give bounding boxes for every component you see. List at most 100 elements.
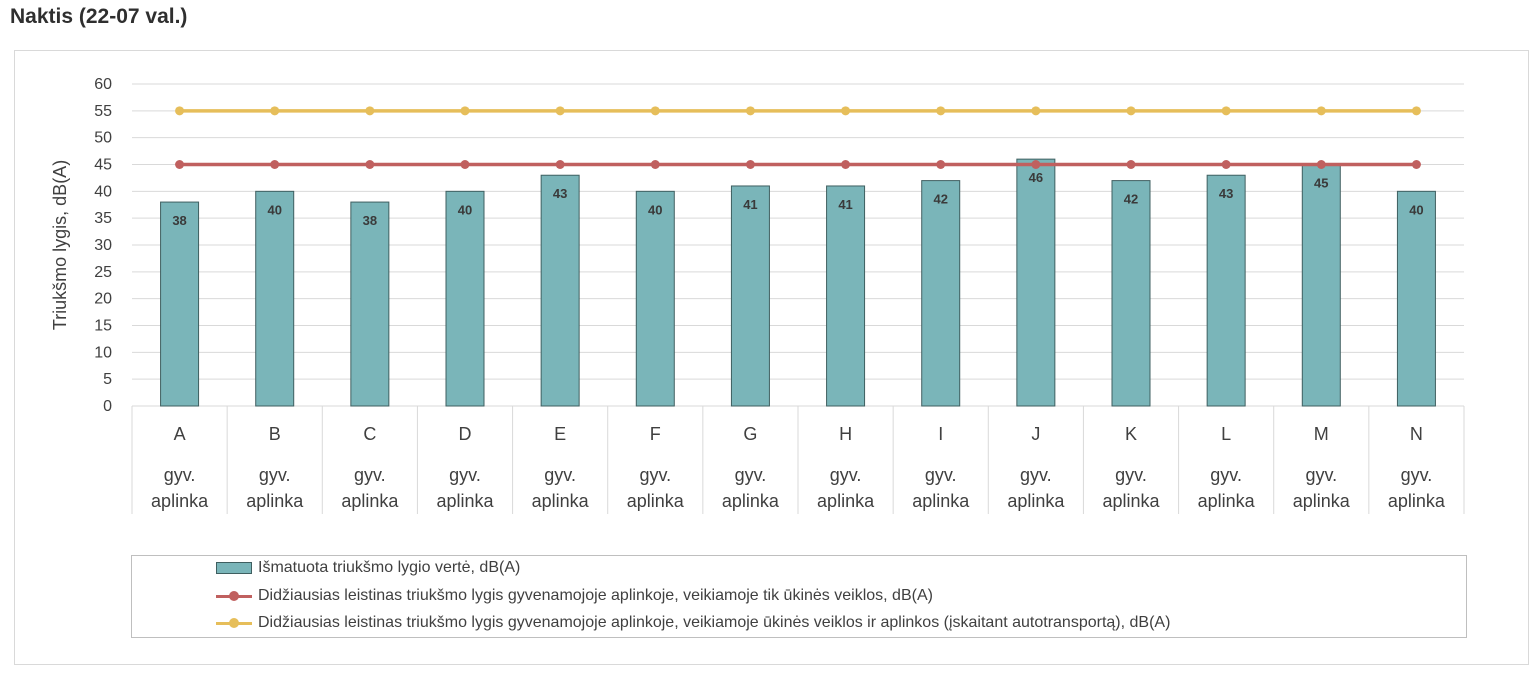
series-point [1221,106,1231,116]
bar-data-label: 41 [743,197,757,212]
bar [445,190,485,407]
x-category-sublabel: aplinka [1007,491,1065,511]
bar [635,190,675,407]
x-category-sublabel: aplinka [912,491,970,511]
x-category-label: E [554,424,566,444]
series-point [555,106,565,116]
x-category-sublabel: gyv. [449,465,481,485]
y-tick-label: 50 [94,130,112,147]
x-category-label: D [459,424,472,444]
legend-swatch-line-red [216,590,252,602]
series-point [745,160,755,169]
series-point [841,106,851,116]
series-point [365,106,375,116]
legend-item-limit-economic: Didžiausias leistinas triukšmo lygis gyv… [132,585,933,607]
bar-data-label: 40 [1409,202,1423,217]
x-category-sublabel: gyv. [354,465,386,485]
x-category-label: K [1125,424,1137,444]
series-point [1411,160,1421,169]
x-category-sublabel: aplinka [1293,491,1351,511]
bar [826,185,866,407]
bar-data-label: 42 [933,192,947,207]
series-point [1126,160,1136,169]
legend-label-limit-total: Didžiausias leistinas triukšmo lygis gyv… [258,614,1171,631]
x-category-sublabel: aplinka [246,491,304,511]
legend-label-measured: Išmatuota triukšmo lygio vertė, dB(A) [258,559,521,576]
x-category-sublabel: aplinka [1102,491,1160,511]
x-category-sublabel: aplinka [436,491,494,511]
bar-data-label: 42 [1124,192,1138,207]
x-category-sublabel: gyv. [1020,465,1052,485]
series-point [175,160,185,169]
series-point [936,160,946,169]
x-category-label: N [1410,424,1423,444]
series-point [1126,106,1136,116]
bar-data-label: 40 [267,202,281,217]
bar-data-label: 43 [1219,186,1233,201]
y-tick-label: 25 [94,264,112,281]
x-category-sublabel: gyv. [259,465,291,485]
x-category-sublabel: aplinka [817,491,875,511]
x-category-sublabel: aplinka [1388,491,1446,511]
y-tick-label: 15 [94,318,112,335]
x-category-sublabel: gyv. [735,465,767,485]
y-tick-label: 5 [103,371,112,388]
bar-data-label: 43 [553,186,567,201]
bar-data-label: 40 [458,202,472,217]
x-category-label: I [938,424,943,444]
series-point [365,160,375,169]
y-tick-label: 30 [94,237,112,254]
x-category-sublabel: aplinka [722,491,780,511]
series-point [841,160,851,169]
y-tick-label: 60 [94,76,112,93]
bar [350,201,390,407]
series-point [270,160,280,169]
bar [730,185,770,407]
y-axis-title: Triukšmo lygis, dB(A) [50,160,70,330]
y-tick-label: 40 [94,183,112,200]
x-category-label: F [650,424,661,444]
legend-swatch-bar [216,562,252,574]
x-category-label: B [269,424,281,444]
y-tick-label: 20 [94,291,112,308]
x-category-sublabel: gyv. [544,465,576,485]
x-category-label: J [1031,424,1040,444]
x-category-sublabel: gyv. [639,465,671,485]
bar [1111,180,1151,407]
y-tick-label: 35 [94,210,112,227]
x-category-sublabel: aplinka [1198,491,1256,511]
x-category-label: C [363,424,376,444]
series-point [1316,160,1326,169]
y-tick-label: 55 [94,103,112,120]
bar-data-label: 38 [363,213,377,228]
x-category-sublabel: gyv. [1115,465,1147,485]
x-category-sublabel: gyv. [830,465,862,485]
bar [1301,164,1341,407]
legend-item-measured: Išmatuota triukšmo lygio vertė, dB(A) [132,557,520,579]
y-tick-label: 45 [94,157,112,174]
bar [1206,174,1246,407]
x-category-label: G [743,424,757,444]
x-category-sublabel: gyv. [1401,465,1433,485]
y-tick-label: 0 [103,398,112,415]
series-point [650,106,660,116]
legend-label-limit-economic: Didžiausias leistinas triukšmo lygis gyv… [258,587,933,604]
legend-swatch-line-yellow [216,617,252,629]
x-category-sublabel: aplinka [627,491,685,511]
bar [255,190,295,407]
x-category-sublabel: gyv. [925,465,957,485]
series-point [650,160,660,169]
series-point [745,106,755,116]
bar [1396,190,1436,407]
bar [1016,158,1056,407]
bar-data-label: 46 [1029,170,1043,185]
bar-data-label: 40 [648,202,662,217]
x-category-sublabel: gyv. [164,465,196,485]
series-point [175,106,185,116]
bar [921,180,961,407]
chart-frame [14,50,1529,665]
series-point [1316,106,1326,116]
x-category-label: M [1314,424,1329,444]
x-category-sublabel: aplinka [151,491,209,511]
series-point [1031,106,1041,116]
